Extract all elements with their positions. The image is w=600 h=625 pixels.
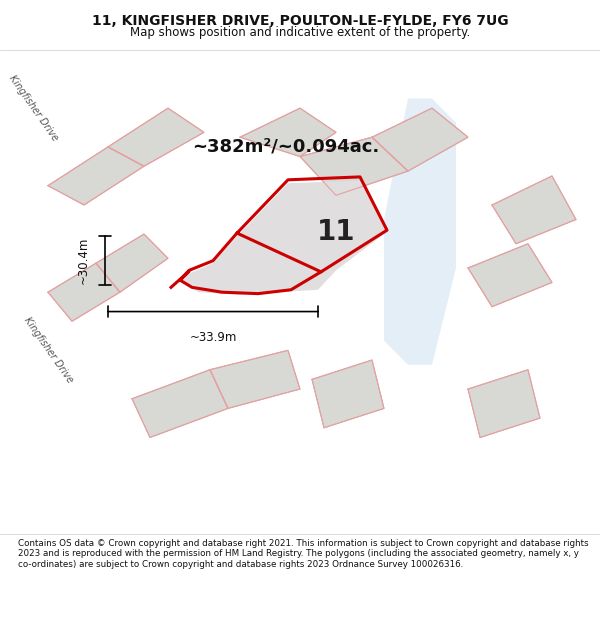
Polygon shape	[0, 476, 600, 534]
Polygon shape	[132, 369, 228, 438]
Polygon shape	[48, 147, 144, 205]
Text: Contains OS data © Crown copyright and database right 2021. This information is : Contains OS data © Crown copyright and d…	[18, 539, 589, 569]
Polygon shape	[372, 108, 468, 171]
Polygon shape	[90, 205, 192, 331]
Polygon shape	[0, 50, 132, 122]
Polygon shape	[108, 108, 204, 166]
Text: Kingfisher Drive: Kingfisher Drive	[22, 316, 74, 385]
Polygon shape	[312, 360, 384, 428]
Polygon shape	[468, 369, 540, 438]
Polygon shape	[0, 195, 132, 438]
Text: Map shows position and indicative extent of the property.: Map shows position and indicative extent…	[130, 26, 470, 39]
Text: Kingfisher Drive: Kingfisher Drive	[7, 73, 59, 143]
Text: 11: 11	[317, 217, 355, 246]
Polygon shape	[300, 137, 408, 195]
Text: ~33.9m: ~33.9m	[190, 331, 236, 344]
Text: 11, KINGFISHER DRIVE, POULTON-LE-FYLDE, FY6 7UG: 11, KINGFISHER DRIVE, POULTON-LE-FYLDE, …	[92, 14, 508, 28]
Polygon shape	[96, 234, 168, 292]
Text: ~30.4m: ~30.4m	[77, 236, 90, 284]
Polygon shape	[384, 98, 456, 365]
Polygon shape	[240, 108, 336, 156]
Polygon shape	[180, 181, 387, 294]
Polygon shape	[468, 244, 552, 307]
Polygon shape	[210, 350, 300, 409]
Text: ~382m²/~0.094ac.: ~382m²/~0.094ac.	[192, 138, 379, 156]
Polygon shape	[48, 263, 120, 321]
Polygon shape	[492, 176, 576, 244]
